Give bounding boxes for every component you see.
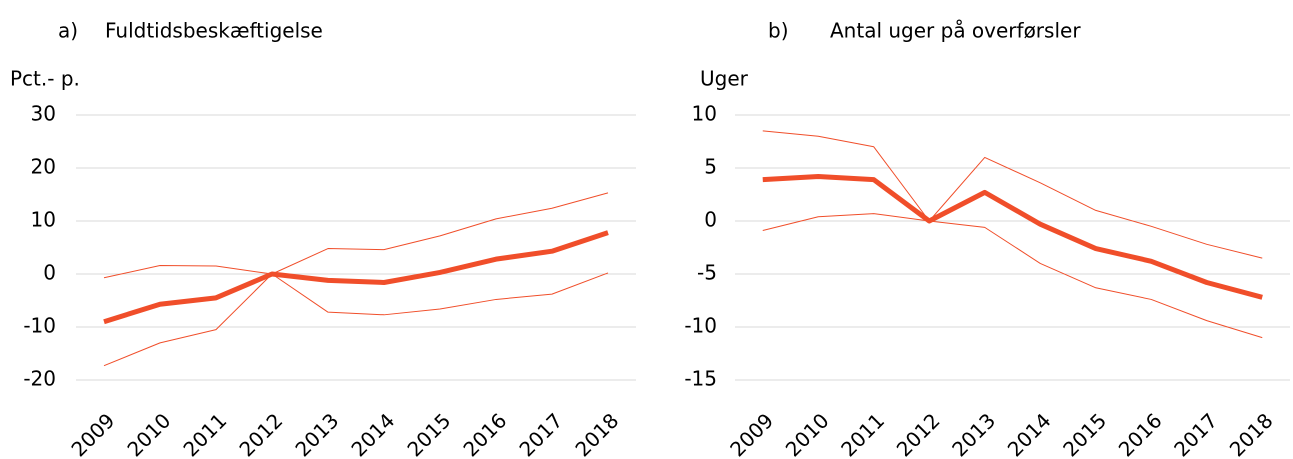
data-line	[762, 130, 1263, 259]
x-tick-label: 2010	[781, 408, 834, 459]
x-tick-label: 2015	[402, 408, 455, 459]
data-line	[103, 192, 609, 279]
x-tick-label: 2014	[346, 408, 399, 459]
x-tick-label: 2018	[570, 408, 623, 459]
data-line	[103, 272, 609, 367]
data-line	[762, 213, 1263, 339]
panel-label: b)	[768, 19, 789, 43]
x-tick-label: 2017	[514, 408, 567, 459]
y-tick-label: 10	[692, 102, 717, 126]
y-axis-label: Uger	[700, 67, 749, 91]
y-tick-label: 10	[31, 208, 56, 232]
x-tick-label: 2018	[1225, 408, 1278, 459]
y-tick-label: -20	[23, 367, 56, 391]
y-tick-label: 30	[31, 102, 56, 126]
x-tick-label: 2010	[122, 408, 175, 459]
x-tick-label: 2013	[290, 408, 343, 459]
y-tick-label: 5	[704, 155, 717, 179]
x-tick-label: 2009	[725, 408, 778, 459]
x-tick-label: 2016	[1114, 408, 1167, 459]
chart-title: Fuldtidsbeskæftigelse	[105, 19, 323, 43]
y-tick-label: 0	[704, 208, 717, 232]
x-tick-label: 2011	[178, 408, 231, 459]
y-tick-label: -10	[684, 314, 717, 338]
data-line	[762, 173, 1263, 300]
panel-label: a)	[58, 19, 78, 43]
y-tick-label: -15	[684, 367, 717, 391]
chart-title: Antal uger på overførsler	[830, 19, 1081, 43]
x-tick-label: 2014	[1003, 408, 1056, 459]
x-tick-label: 2016	[458, 408, 511, 459]
x-tick-label: 2013	[947, 408, 1000, 459]
y-axis-label: Pct.- p.	[10, 67, 80, 91]
x-tick-label: 2012	[892, 408, 945, 459]
y-tick-label: 0	[43, 261, 56, 285]
y-tick-label: -5	[697, 261, 717, 285]
data-line	[103, 230, 609, 325]
y-tick-label: -10	[23, 314, 56, 338]
x-tick-label: 2012	[234, 408, 287, 459]
x-tick-label: 2011	[836, 408, 889, 459]
x-tick-label: 2017	[1169, 408, 1222, 459]
x-tick-label: 2015	[1058, 408, 1111, 459]
y-tick-label: 20	[31, 155, 56, 179]
x-tick-label: 2009	[66, 408, 119, 459]
